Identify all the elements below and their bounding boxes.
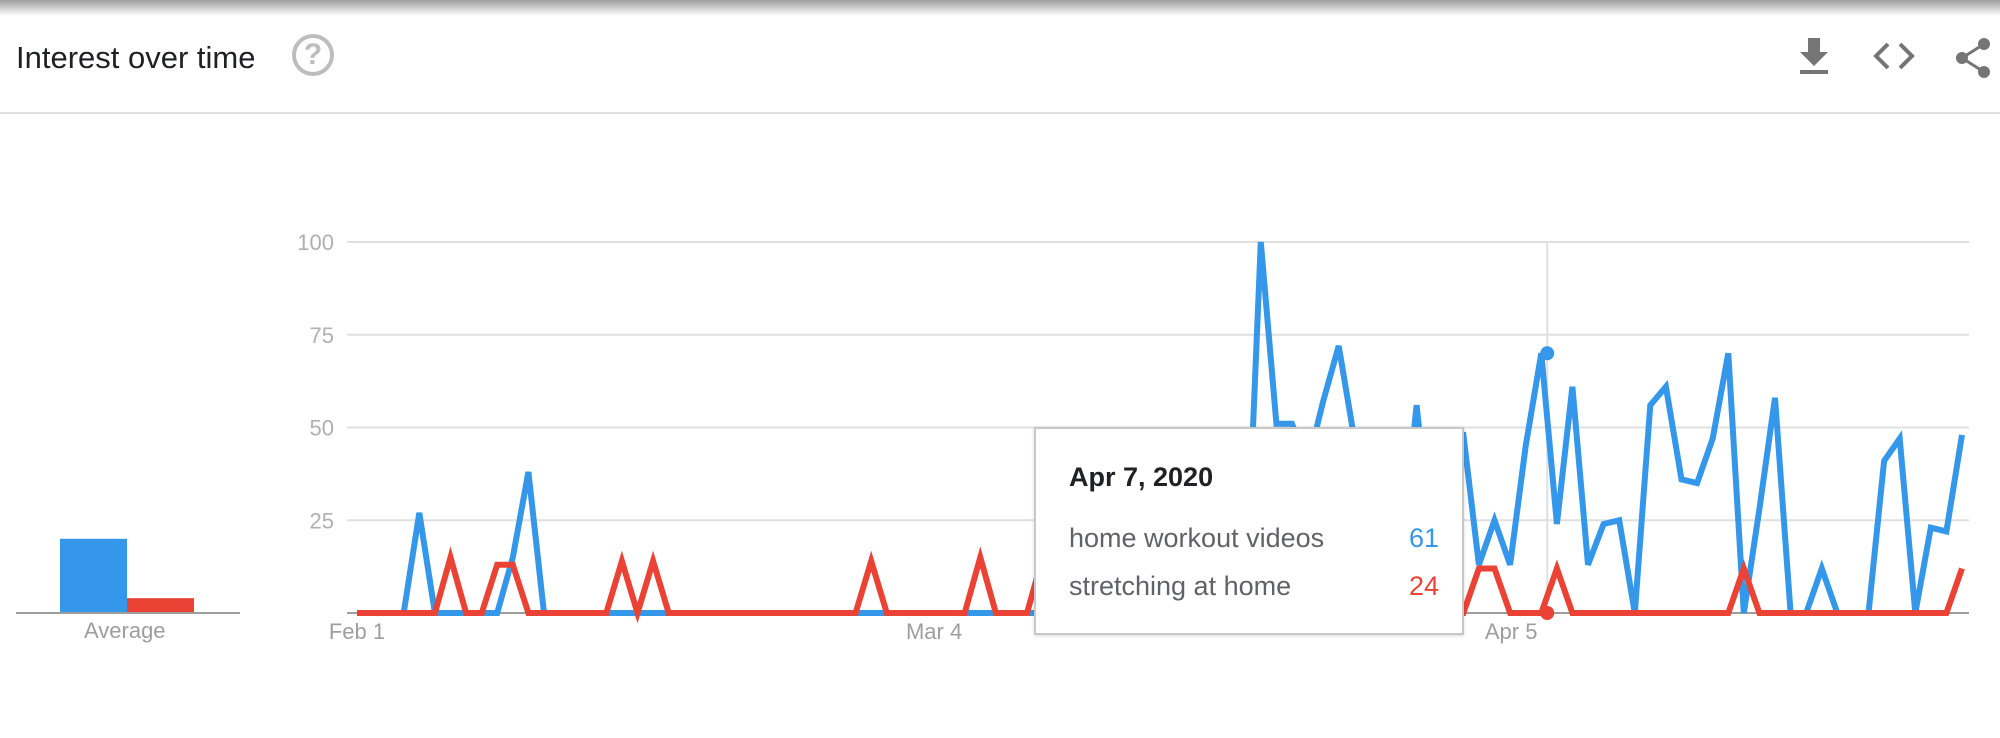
- hover-point: [1540, 606, 1555, 620]
- average-bar: [127, 598, 194, 613]
- embed-code-icon[interactable]: [1872, 36, 1916, 76]
- y-tick-label: 75: [310, 323, 334, 348]
- share-icon[interactable]: [1954, 36, 1994, 80]
- average-label: Average: [84, 618, 166, 643]
- x-tick-label: Mar 4: [906, 619, 962, 644]
- help-icon[interactable]: ?: [292, 34, 334, 76]
- x-tick-label: Apr 5: [1485, 619, 1538, 644]
- y-tick-labels: 25 50 75 100: [297, 230, 334, 533]
- chart-header: Interest over time ?: [0, 16, 2000, 114]
- tooltip-row: stretching at home 24: [1069, 571, 1439, 602]
- average-bar: [60, 538, 127, 613]
- tooltip-series-name: home workout videos: [1069, 523, 1325, 553]
- average-bars: [60, 538, 194, 613]
- y-tick-label: 100: [297, 230, 334, 255]
- tooltip-row: home workout videos 61: [1069, 523, 1439, 554]
- x-tick-label: Feb 1: [329, 619, 385, 644]
- x-tick-labels: Feb 1 Mar 4 Apr 5: [329, 619, 1538, 644]
- y-tick-label: 25: [310, 508, 334, 533]
- hover-tooltip: Apr 7, 2020 home workout videos 61 stret…: [1034, 427, 1464, 635]
- hover-point: [1540, 346, 1555, 361]
- download-icon[interactable]: [1796, 36, 1832, 76]
- tooltip-date: Apr 7, 2020: [1069, 462, 1214, 492]
- top-shadow: [0, 0, 2000, 16]
- y-tick-label: 50: [310, 416, 334, 441]
- tooltip-series-value: 61: [1408, 523, 1439, 553]
- tooltip-series-value: 24: [1408, 571, 1439, 601]
- chart-title: Interest over time: [16, 40, 256, 75]
- tooltip-series-name: stretching at home: [1069, 571, 1292, 601]
